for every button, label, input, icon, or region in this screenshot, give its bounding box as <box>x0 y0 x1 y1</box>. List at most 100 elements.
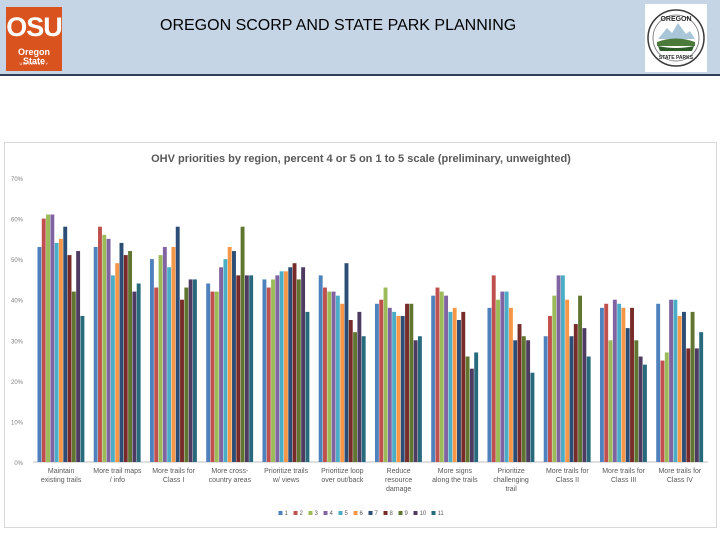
bar-series-5 <box>504 291 509 462</box>
legend-label-3: 3 <box>315 511 319 517</box>
x-category-label: Reduce resource damage <box>385 468 412 493</box>
legend-swatch-9 <box>398 511 403 515</box>
bar-series-11 <box>417 336 422 462</box>
bar-series-7 <box>625 328 630 462</box>
bar-series-7 <box>344 263 349 462</box>
bar-series-11 <box>361 336 366 462</box>
bar-series-5 <box>448 311 453 462</box>
bar-series-3 <box>271 279 275 462</box>
bar-series-2 <box>604 303 609 462</box>
y-tick-label: 50% <box>11 258 24 264</box>
bar-series-6 <box>452 307 457 462</box>
bar-series-5 <box>167 267 172 462</box>
bar-series-7 <box>513 340 518 462</box>
x-category-label: Prioritize trails w/ views <box>264 468 308 484</box>
bar-series-8 <box>573 324 578 462</box>
bar-series-1 <box>93 246 98 462</box>
bar-series-9 <box>465 356 470 462</box>
bar-series-11 <box>136 283 141 462</box>
bar-series-10 <box>638 356 643 462</box>
bar-series-3 <box>383 287 388 462</box>
x-category-label: Prioritize challenging trail <box>493 468 529 493</box>
bar-series-5 <box>392 311 397 462</box>
x-category-label: Maintain existing trails <box>41 468 82 484</box>
bar-series-4 <box>387 307 392 462</box>
bar-series-10 <box>301 267 306 462</box>
legend-label-8: 8 <box>390 511 394 517</box>
bar-series-2 <box>98 226 102 462</box>
bar-series-2 <box>435 287 440 462</box>
bar-series-6 <box>621 307 626 462</box>
y-tick-label: 40% <box>11 299 24 305</box>
bar-series-11 <box>530 372 535 462</box>
bar-series-5 <box>223 259 228 462</box>
bar-series-11 <box>80 315 85 462</box>
bar-series-3 <box>46 214 50 462</box>
bar-series-4 <box>162 246 167 462</box>
bar-series-3 <box>158 255 163 462</box>
x-category-label: More trail maps / info <box>93 468 142 484</box>
bar-series-2 <box>548 315 552 462</box>
chart-title: OHV priorities by region, percent 4 or 5… <box>151 153 571 165</box>
bar-series-8 <box>517 324 522 462</box>
header-bar: OSU Oregon State UNIVERSITY OREGON SCORP… <box>0 0 720 76</box>
bar-series-4 <box>331 291 336 462</box>
bar-series-9 <box>634 340 639 462</box>
bar-series-9 <box>240 226 245 462</box>
legend-swatch-6 <box>353 511 358 515</box>
legend-swatch-11 <box>431 511 436 515</box>
ohv-priorities-chart: OHV priorities by region, percent 4 or 5… <box>11 153 708 517</box>
bar-series-2 <box>323 287 327 462</box>
bar-series-4 <box>444 295 449 462</box>
bar-series-9 <box>296 279 301 462</box>
bar-series-3 <box>552 295 557 462</box>
bar-series-4 <box>50 214 55 462</box>
bar-series-3 <box>214 291 219 462</box>
bar-series-8 <box>180 299 184 462</box>
bar-series-1 <box>487 307 492 462</box>
bar-series-8 <box>236 275 241 462</box>
bar-series-9 <box>690 311 695 462</box>
bar-series-9 <box>409 303 414 462</box>
bar-series-6 <box>227 246 232 462</box>
bar-series-4 <box>669 299 674 462</box>
bar-series-9 <box>353 332 358 462</box>
legend-swatch-10 <box>413 511 418 515</box>
bar-series-10 <box>526 340 531 462</box>
y-tick-label: 0% <box>14 461 23 467</box>
bar-series-10 <box>413 340 418 462</box>
bar-series-3 <box>496 299 500 462</box>
x-category-label: More cross-country areas <box>209 468 252 484</box>
bar-series-1 <box>262 279 267 462</box>
bar-series-11 <box>249 275 254 462</box>
bar-series-9 <box>128 251 133 462</box>
bar-series-10 <box>76 251 81 462</box>
bar-series-11 <box>586 356 591 462</box>
bar-series-8 <box>405 303 409 462</box>
legend-label-4: 4 <box>330 511 334 517</box>
legend-swatch-4 <box>323 511 328 515</box>
bar-series-1 <box>656 303 661 462</box>
bar-series-2 <box>266 287 271 462</box>
bar-series-11 <box>642 364 647 462</box>
bar-series-4 <box>275 275 280 462</box>
y-tick-label: 30% <box>11 339 24 345</box>
bar-series-2 <box>41 218 46 462</box>
bar-series-8 <box>348 320 353 462</box>
bar-series-1 <box>149 259 154 462</box>
bar-series-4 <box>219 267 224 462</box>
bar-series-6 <box>58 238 63 462</box>
bar-series-3 <box>664 352 669 462</box>
osu-logo-tagline: UNIVERSITY <box>19 61 49 66</box>
bar-series-10 <box>582 328 587 462</box>
bar-series-6 <box>508 307 513 462</box>
legend-swatch-7 <box>368 511 373 515</box>
x-category-label: More trails for Class IV <box>658 468 701 484</box>
bar-series-11 <box>192 279 197 462</box>
bar-series-2 <box>660 360 665 462</box>
legend-label-7: 7 <box>375 511 379 517</box>
bar-series-7 <box>457 320 461 462</box>
bar-series-5 <box>673 299 678 462</box>
bar-series-7 <box>232 251 236 462</box>
osu-logo-name: Oregon State <box>17 47 50 66</box>
